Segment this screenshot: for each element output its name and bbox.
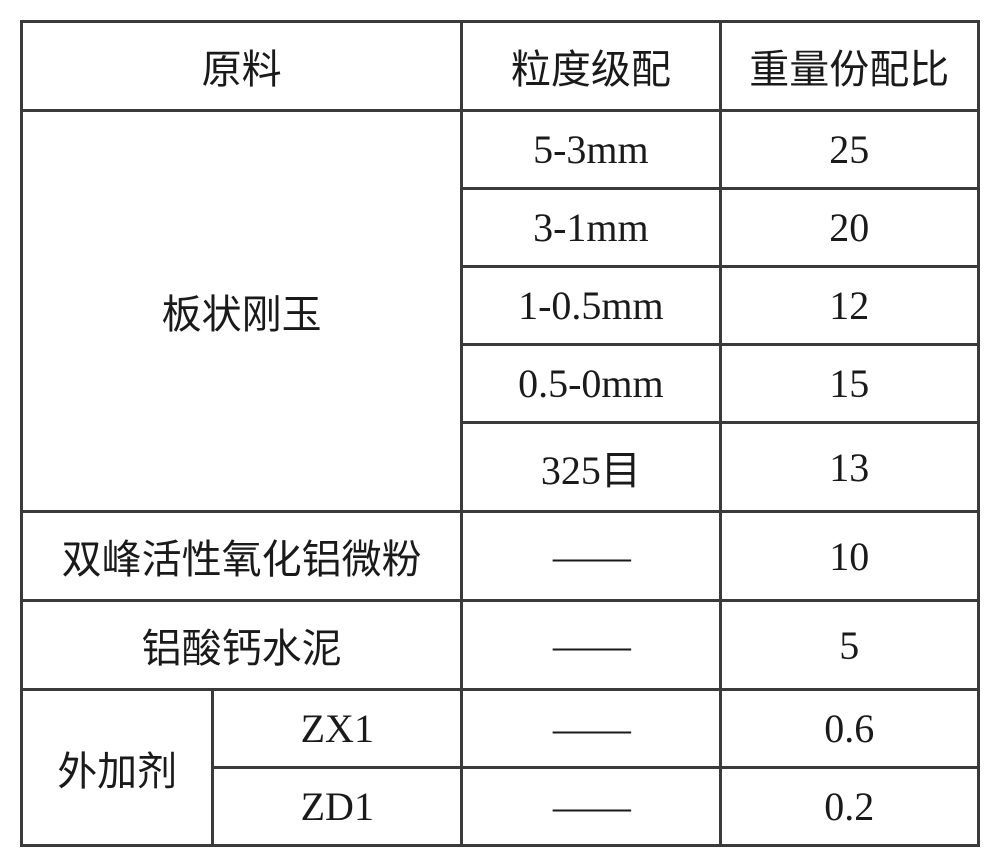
grade-cell: 0.5-0mm — [462, 345, 720, 423]
table-row: 铝酸钙水泥 —— 5 — [22, 601, 979, 690]
grade-cell: 1-0.5mm — [462, 267, 720, 345]
table-row: 双峰活性氧化铝微粉 —— 10 — [22, 512, 979, 601]
weight-cell: 25 — [720, 111, 978, 189]
grade-cell: —— — [462, 690, 720, 768]
weight-cell: 0.2 — [720, 768, 978, 846]
grade-cell: 325目 — [462, 423, 720, 512]
grade-cell: 5-3mm — [462, 111, 720, 189]
material-bimodal-alumina: 双峰活性氧化铝微粉 — [22, 512, 462, 601]
table-row: 外加剂 ZX1 —— 0.6 — [22, 690, 979, 768]
weight-cell: 13 — [720, 423, 978, 512]
material-calcium-aluminate: 铝酸钙水泥 — [22, 601, 462, 690]
header-grade: 粒度级配 — [462, 22, 720, 111]
table-row: 板状刚玉 5-3mm 25 — [22, 111, 979, 189]
header-row: 原料 粒度级配 重量份配比 — [22, 22, 979, 111]
weight-cell: 12 — [720, 267, 978, 345]
admixture-label: ZD1 — [213, 768, 462, 846]
header-weight: 重量份配比 — [720, 22, 978, 111]
weight-cell: 5 — [720, 601, 978, 690]
grade-cell: —— — [462, 768, 720, 846]
weight-cell: 10 — [720, 512, 978, 601]
weight-cell: 0.6 — [720, 690, 978, 768]
grade-cell: —— — [462, 512, 720, 601]
grade-cell: 3-1mm — [462, 189, 720, 267]
grade-cell: —— — [462, 601, 720, 690]
weight-cell: 20 — [720, 189, 978, 267]
composition-table: 原料 粒度级配 重量份配比 板状刚玉 5-3mm 25 3-1mm 20 1-0… — [20, 20, 980, 847]
material-admixture: 外加剂 — [22, 690, 213, 846]
weight-cell: 15 — [720, 345, 978, 423]
admixture-label: ZX1 — [213, 690, 462, 768]
header-material: 原料 — [22, 22, 462, 111]
composition-table-container: 原料 粒度级配 重量份配比 板状刚玉 5-3mm 25 3-1mm 20 1-0… — [20, 20, 980, 847]
material-tabular-corundum: 板状刚玉 — [22, 111, 462, 512]
